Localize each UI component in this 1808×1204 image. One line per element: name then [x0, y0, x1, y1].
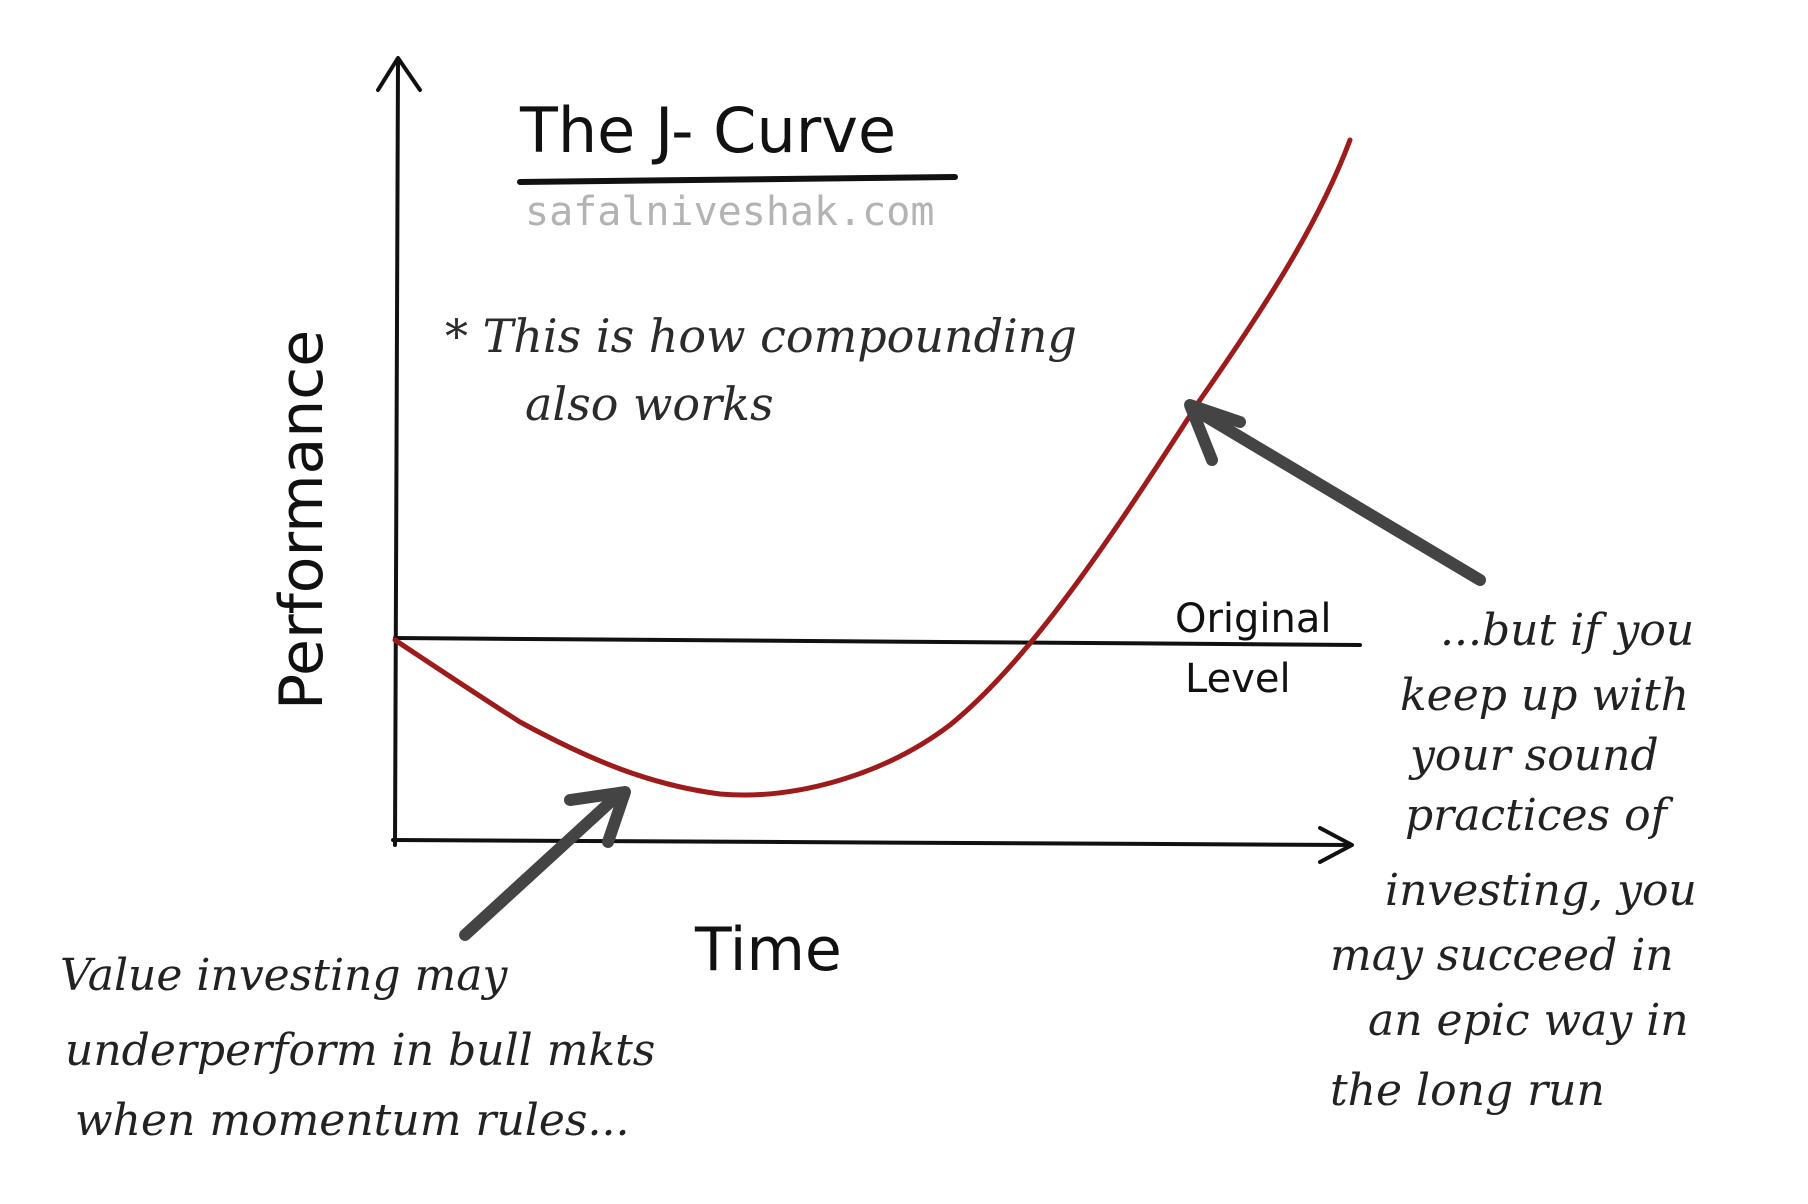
title-underline: [517, 174, 958, 185]
website-credit: safalniveshak.com: [525, 189, 934, 235]
left-annotation-line-2: underperform in bull mkts: [65, 1025, 655, 1076]
right-annotation-line-6: may succeed in: [1330, 930, 1674, 981]
chart-title: The J- Curve: [519, 94, 896, 167]
right-annotation-line-5: investing, you: [1385, 865, 1697, 916]
right-annotation-line-3: your sound: [1408, 730, 1659, 781]
trough-arrow: [459, 786, 631, 941]
original-level-label-line-2: Level: [1185, 656, 1291, 702]
note-line-2: also works: [525, 377, 774, 431]
y-axis: [376, 56, 422, 847]
original-level-line: [393, 636, 1362, 647]
right-annotation-line-7: an epic way in: [1368, 995, 1689, 1046]
y-axis-label: Performance: [267, 330, 337, 710]
original-level-label-line-1: Original: [1175, 596, 1332, 642]
left-annotation-line-1: Value investing may: [60, 950, 508, 1001]
rising-arrow: [1184, 399, 1486, 586]
note-line-1: * This is how compounding: [445, 309, 1077, 363]
right-annotation-line-4: practices of: [1405, 790, 1674, 841]
right-annotation-line-8: the long run: [1330, 1065, 1605, 1116]
right-annotation-line-1: ...but if you: [1440, 605, 1694, 656]
left-annotation-line-3: when momentum rules...: [75, 1095, 629, 1146]
right-annotation-line-2: keep up with: [1400, 670, 1689, 721]
x-axis: [391, 826, 1354, 864]
x-axis-label: Time: [694, 915, 842, 985]
j-curve-line: [392, 137, 1353, 798]
